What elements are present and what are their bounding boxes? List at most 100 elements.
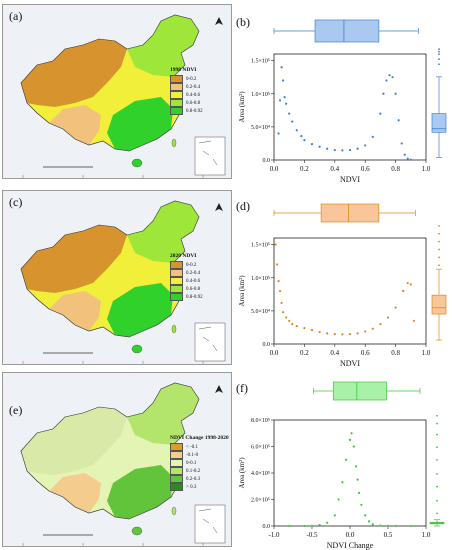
scatter-point [403,153,406,156]
vbox-outlier [436,473,438,475]
plot-frame [273,419,427,527]
vbox-outlier [438,232,440,235]
scatter-point [371,523,374,526]
scatter-point [391,76,394,79]
x-tick-label: -0.5 [306,531,318,539]
y-tick-label: 6.0×10⁵ [251,445,270,451]
scatter-point [406,281,409,285]
scatter-point [280,66,283,69]
scatter-point [277,279,280,283]
scatter-point [333,514,336,517]
scatter-point [278,99,282,102]
scatter-point [285,316,288,319]
x-tick-label: 0.6 [361,165,370,173]
scatter-point [360,503,363,506]
panel-label-b: (b) [236,15,250,29]
chart-b-svg: 0.0 0.2 0.4 0.6 0.8 1.0 0.0 5.0×10⁴ 1.0×10⁵ 1.5×1… [236,15,447,184]
scatter-point [382,92,385,95]
scatter-point [295,325,298,328]
legend-text: 0-0.1 [186,460,197,466]
scatter-point [326,147,329,150]
legend-text: 0.6-0.8 [186,286,201,292]
panel-label-d: (d) [236,199,250,213]
vbox-outlier [436,433,438,436]
scatter-point [275,263,279,266]
scatter-point [386,524,390,527]
scatter-point [356,332,359,335]
panel-label-a: (a) [9,9,23,23]
scatter-point [400,142,403,145]
y-axis-label: Area (km²) [238,275,246,307]
x-tick-label: 0.4 [330,165,339,173]
scatter-point [318,330,321,334]
x-axis-label: NDVI [340,175,360,184]
legend-text: 0.4-0.6 [186,92,201,98]
scatter-point [303,327,306,330]
x-tick-label: 1.0 [422,349,431,357]
vbox-outlier [438,50,440,53]
scatter-point [354,465,358,468]
scatter-point [303,139,306,142]
legend-title: NDVI Change 1998-2020 [170,435,229,441]
y-axis-label: Area (km²) [238,457,246,489]
y-tick-label: 0.0 [263,342,271,348]
y-tick-label: 1.0×10⁵ [251,92,270,98]
vbox-outlier [436,414,438,417]
scatter-point [412,319,415,322]
scatter-point [358,491,361,494]
legend-text: 0.1-0.2 [186,468,201,474]
legend-text: -0.1-0 [186,452,199,458]
hbox-box [332,381,387,401]
legend-swatch [170,451,183,460]
plot-frame [273,53,427,161]
scatter-point [288,524,291,528]
vbox-outlier [438,264,440,267]
legend-text: 0.2-0.4 [186,84,201,90]
legend-text: 0.2-0.4 [186,270,201,276]
vbox-outlier [436,422,438,425]
x-axis-label: NDVI Change [327,541,374,550]
scatter-point [379,323,382,326]
scatter-point [394,92,397,95]
vbox-outlier [436,485,438,488]
scatter-point [341,333,344,336]
scatter-point [341,149,344,152]
scatter-point [352,445,355,448]
scatter-point [333,332,336,336]
legend-swatch [170,277,183,286]
scatter-point [409,158,412,161]
x-tick-label: -1.0 [268,531,280,539]
x-tick-label: 1.0 [422,165,431,173]
scatter-point [326,332,329,335]
vbox-outlier [438,48,440,51]
scatter-point [386,316,390,319]
vbox-outlier [438,53,440,56]
scatter-point [385,79,388,82]
y-tick-label: 8.0×10⁵ [251,418,270,424]
scatter-point [318,523,321,527]
legend-text: > 0.3 [186,484,197,490]
map-drawing [20,200,226,364]
legend-swatch [170,443,183,452]
vbox-box [431,294,447,315]
legend-text: 0.8-0.92 [186,108,203,114]
legend-swatch [170,459,183,468]
vbox-outlier [438,256,440,259]
scatter-point [291,120,294,123]
legend-text: 0-0.2 [186,76,197,82]
scatter-point [371,135,374,138]
scatter-point [280,301,283,305]
scatter-point [356,147,359,150]
y-tick-label: 1.0×10⁵ [251,276,270,282]
map-legend-change: NDVI Change 1998-2020 < -0.1 -0.1-0 0-0.… [170,435,230,492]
scatter-point [310,524,314,527]
vbox-outlier [436,446,438,449]
vbox-outlier [438,248,440,251]
map-legend-2020: 2020 NDVI 0-0.2 0.2-0.4 0.4-0.6 0.6-0.8 … [170,253,230,302]
scatter-point [388,74,391,77]
chart-f: -1.0 -0.5 0.0 0.5 1.0 0.0 2.0×10⁵ 4.0×10⁵ 6.0×10… [234,370,450,550]
legend-swatch [170,91,183,100]
scatter-point [300,135,303,138]
hbox-box [320,203,380,223]
scatter-point [406,157,409,160]
